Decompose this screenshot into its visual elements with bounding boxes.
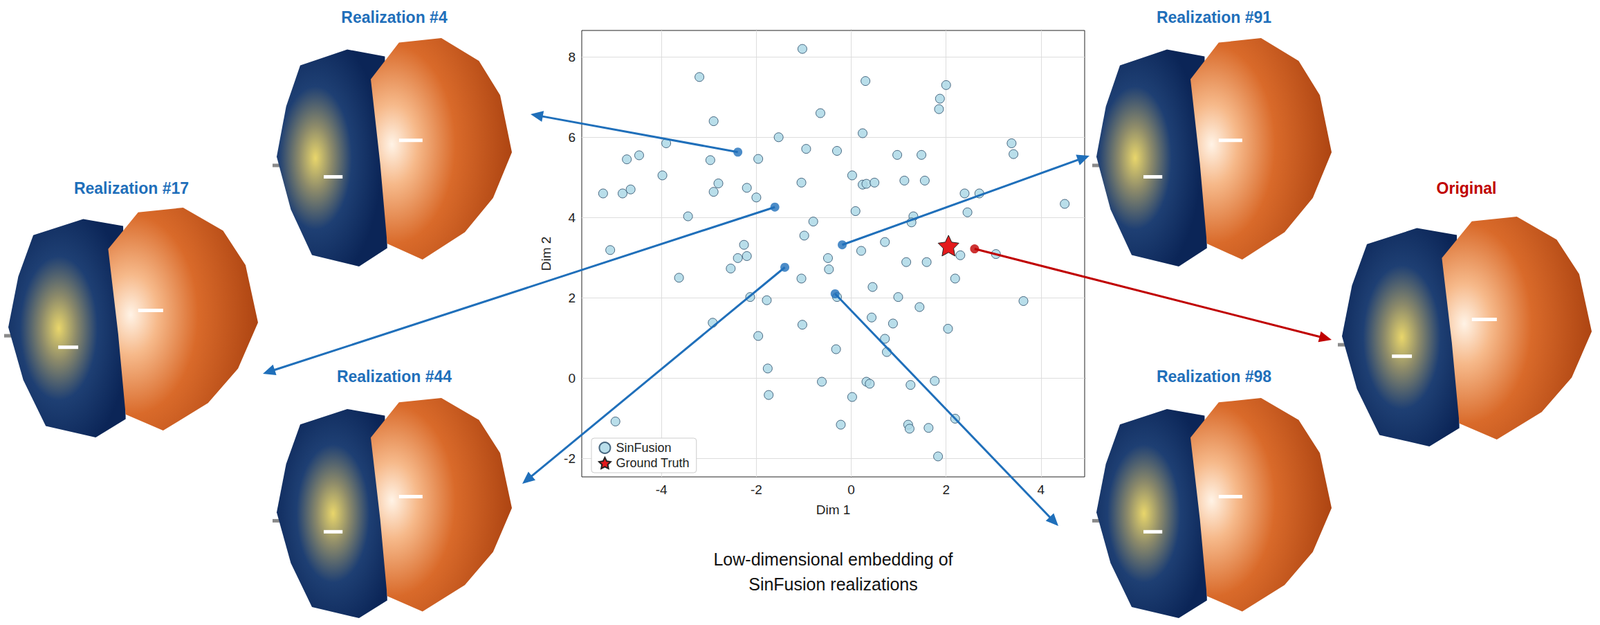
svg-text:Dim 1: Dim 1	[816, 502, 851, 517]
svg-text:0: 0	[567, 370, 576, 386]
svg-text:Original: Original	[1436, 179, 1497, 198]
svg-text:SinFusion realizations: SinFusion realizations	[748, 574, 918, 594]
svg-text:-4: -4	[655, 482, 668, 497]
svg-text:Realization #91: Realization #91	[1156, 8, 1272, 27]
svg-text:Realization #17: Realization #17	[74, 179, 189, 198]
svg-text:SinFusion: SinFusion	[615, 440, 671, 455]
svg-text:Dim 2: Dim 2	[538, 236, 554, 272]
svg-text:8: 8	[567, 49, 576, 65]
svg-text:Realization #44: Realization #44	[336, 367, 452, 386]
svg-text:4: 4	[1037, 482, 1046, 497]
svg-text:Ground Truth: Ground Truth	[615, 455, 689, 470]
svg-text:Low-dimensional embedding of: Low-dimensional embedding of	[713, 549, 953, 569]
svg-text:Realization #98: Realization #98	[1156, 367, 1272, 386]
svg-text:2: 2	[942, 482, 950, 497]
svg-text:6: 6	[567, 130, 576, 145]
svg-text:Realization #4: Realization #4	[341, 8, 448, 27]
svg-text:4: 4	[567, 210, 576, 225]
svg-text:2: 2	[567, 290, 576, 306]
svg-text:-2: -2	[563, 451, 576, 466]
svg-text:0: 0	[847, 482, 855, 497]
svg-text:-2: -2	[750, 482, 763, 497]
